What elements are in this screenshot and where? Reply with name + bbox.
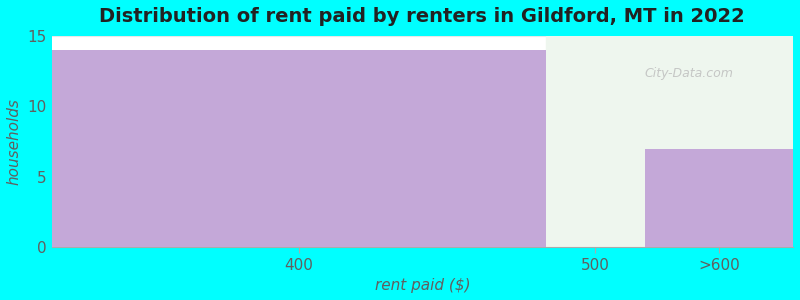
X-axis label: rent paid ($): rent paid ($) bbox=[374, 278, 470, 293]
Bar bbox=[52, 50, 546, 247]
Title: Distribution of rent paid by renters in Gildford, MT in 2022: Distribution of rent paid by renters in … bbox=[99, 7, 746, 26]
Y-axis label: households: households bbox=[7, 98, 22, 185]
Bar bbox=[645, 148, 793, 247]
Text: City-Data.com: City-Data.com bbox=[645, 68, 734, 80]
Bar bbox=[546, 36, 793, 247]
